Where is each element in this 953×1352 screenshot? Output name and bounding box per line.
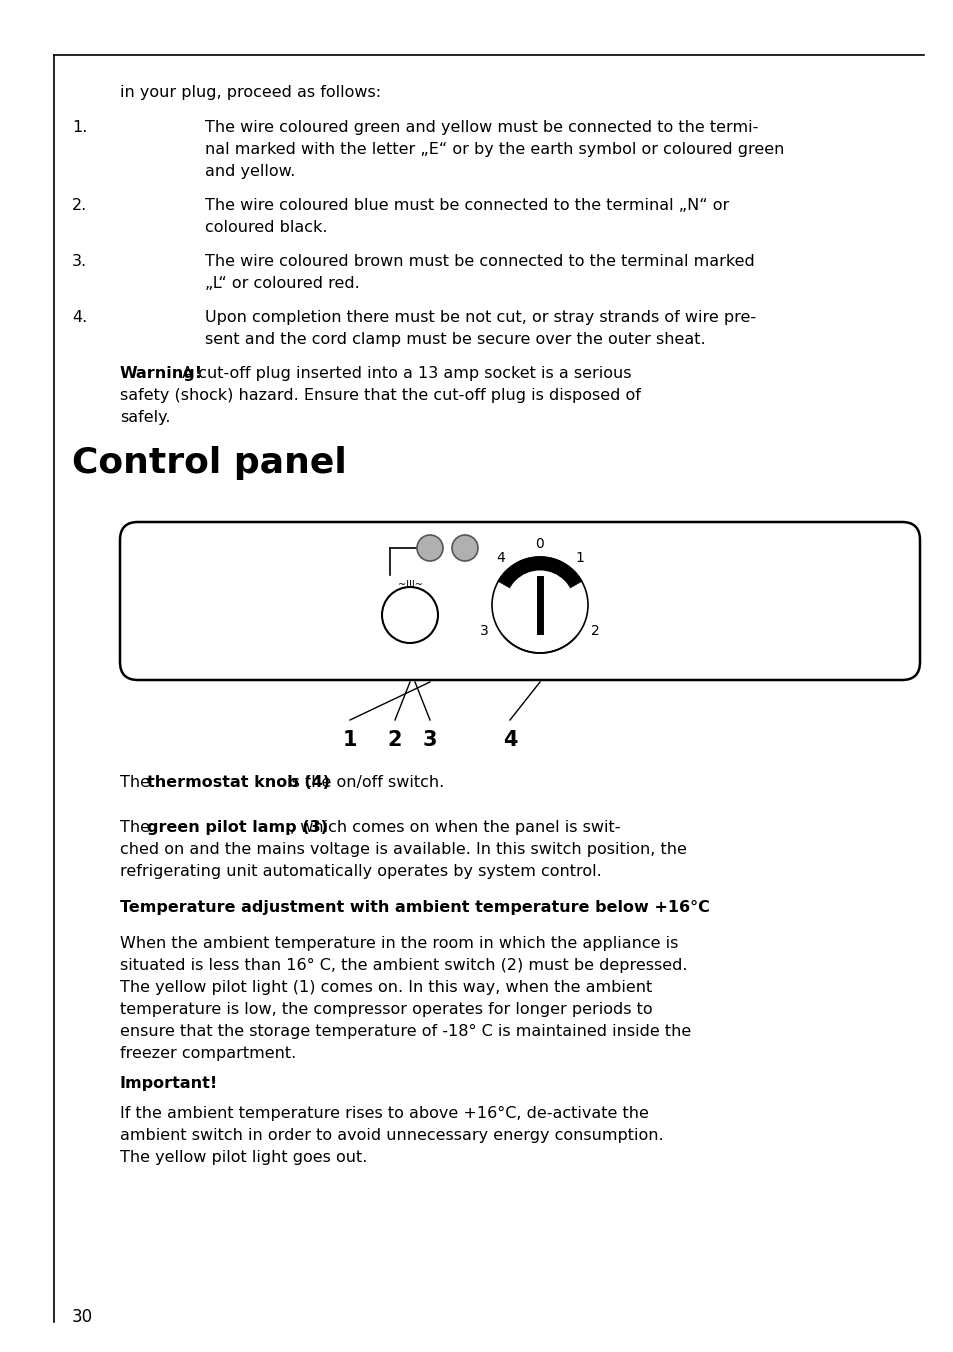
Text: The yellow pilot light (1) comes on. In this way, when the ambient: The yellow pilot light (1) comes on. In …	[120, 980, 652, 995]
Text: 0: 0	[535, 537, 544, 550]
Text: situated is less than 16° C, the ambient switch (2) must be depressed.: situated is less than 16° C, the ambient…	[120, 959, 687, 973]
Text: green pilot lamp (3): green pilot lamp (3)	[147, 821, 328, 836]
Text: and yellow.: and yellow.	[205, 164, 295, 178]
Text: Temperature adjustment with ambient temperature below +16°C: Temperature adjustment with ambient temp…	[120, 900, 709, 915]
Text: in your plug, proceed as follows:: in your plug, proceed as follows:	[120, 85, 381, 100]
Text: 4: 4	[496, 550, 504, 565]
Text: The: The	[120, 821, 155, 836]
Circle shape	[492, 557, 587, 653]
FancyBboxPatch shape	[120, 522, 919, 680]
Circle shape	[416, 535, 442, 561]
Text: 3: 3	[422, 730, 436, 750]
Text: ched on and the mains voltage is available. In this switch position, the: ched on and the mains voltage is availab…	[120, 842, 686, 857]
Text: When the ambient temperature in the room in which the appliance is: When the ambient temperature in the room…	[120, 936, 678, 950]
Text: Upon completion there must be not cut, or stray strands of wire pre-: Upon completion there must be not cut, o…	[205, 310, 756, 324]
Text: 2: 2	[387, 730, 402, 750]
Text: thermostat knob (4): thermostat knob (4)	[147, 775, 330, 790]
Text: The wire coloured green and yellow must be connected to the termi-: The wire coloured green and yellow must …	[205, 120, 758, 135]
Text: is the on/off switch.: is the on/off switch.	[282, 775, 444, 790]
Text: ensure that the storage temperature of -18° C is maintained inside the: ensure that the storage temperature of -…	[120, 1023, 691, 1040]
Text: 2: 2	[591, 625, 599, 638]
Text: Important!: Important!	[120, 1076, 218, 1091]
Text: Warning!: Warning!	[120, 366, 203, 381]
Text: , which comes on when the panel is swit-: , which comes on when the panel is swit-	[289, 821, 619, 836]
Text: 3: 3	[479, 625, 488, 638]
Circle shape	[505, 571, 574, 639]
Text: nal marked with the letter „E“ or by the earth symbol or coloured green: nal marked with the letter „E“ or by the…	[205, 142, 783, 157]
Text: temperature is low, the compressor operates for longer periods to: temperature is low, the compressor opera…	[120, 1002, 652, 1017]
Text: ~JJJ~: ~JJJ~	[397, 580, 422, 589]
Text: 1: 1	[342, 730, 356, 750]
Text: 1: 1	[575, 550, 583, 565]
Text: coloured black.: coloured black.	[205, 220, 327, 235]
Text: sent and the cord clamp must be secure over the outer sheat.: sent and the cord clamp must be secure o…	[205, 333, 705, 347]
Text: 4.: 4.	[71, 310, 87, 324]
Text: The wire coloured blue must be connected to the terminal „N“ or: The wire coloured blue must be connected…	[205, 197, 728, 214]
Text: The yellow pilot light goes out.: The yellow pilot light goes out.	[120, 1151, 367, 1165]
Text: „L“ or coloured red.: „L“ or coloured red.	[205, 276, 359, 291]
Text: 3.: 3.	[71, 254, 87, 269]
Text: 4: 4	[502, 730, 517, 750]
Circle shape	[452, 535, 477, 561]
Text: safety (shock) hazard. Ensure that the cut-off plug is disposed of: safety (shock) hazard. Ensure that the c…	[120, 388, 640, 403]
Text: 30: 30	[71, 1307, 93, 1326]
Text: Control panel: Control panel	[71, 446, 346, 480]
Text: safely.: safely.	[120, 410, 171, 425]
Text: If the ambient temperature rises to above +16°C, de-activate the: If the ambient temperature rises to abov…	[120, 1106, 648, 1121]
Circle shape	[381, 587, 437, 644]
Text: freezer compartment.: freezer compartment.	[120, 1046, 296, 1061]
Text: ambient switch in order to avoid unnecessary energy consumption.: ambient switch in order to avoid unneces…	[120, 1128, 663, 1142]
Text: A cut-off plug inserted into a 13 amp socket is a serious: A cut-off plug inserted into a 13 amp so…	[177, 366, 631, 381]
Text: refrigerating unit automatically operates by system control.: refrigerating unit automatically operate…	[120, 864, 601, 879]
Text: The: The	[120, 775, 155, 790]
Text: 1.: 1.	[71, 120, 88, 135]
Polygon shape	[497, 557, 581, 588]
Text: 2.: 2.	[71, 197, 87, 214]
Text: The wire coloured brown must be connected to the terminal marked: The wire coloured brown must be connecte…	[205, 254, 754, 269]
